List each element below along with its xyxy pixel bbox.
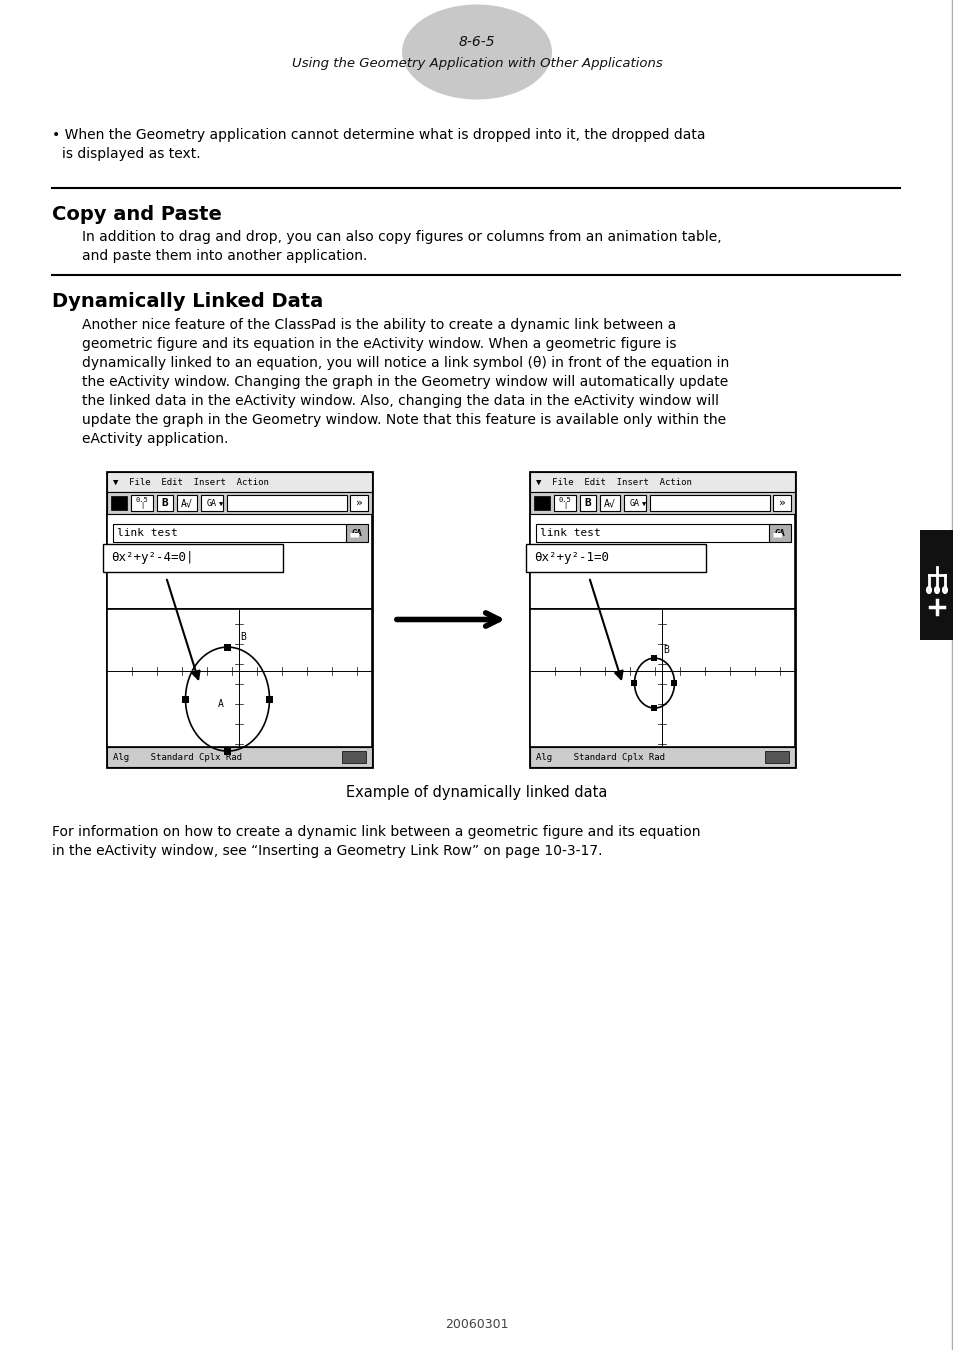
Text: θx²+y²-1=0: θx²+y²-1=0 — [534, 552, 608, 564]
Text: in the eActivity window, see “Inserting a Geometry Link Row” on page 10-3-17.: in the eActivity window, see “Inserting … — [52, 844, 602, 859]
Bar — [107, 472, 372, 767]
Bar — [768, 524, 790, 541]
Bar — [649, 495, 769, 512]
Text: Alg    Standard Cplx Rad: Alg Standard Cplx Rad — [112, 752, 242, 761]
Text: 8-6-5: 8-6-5 — [458, 35, 495, 49]
Text: »: » — [355, 498, 362, 508]
Bar — [182, 695, 189, 702]
Bar — [530, 472, 794, 491]
Text: A√: A√ — [603, 498, 616, 508]
Bar — [525, 544, 705, 572]
Bar — [112, 524, 348, 541]
Text: link test: link test — [117, 528, 177, 539]
Bar — [530, 609, 794, 747]
Text: B: B — [161, 498, 168, 508]
Bar — [530, 747, 794, 767]
Text: the eActivity window. Changing the graph in the Geometry window will automatical: the eActivity window. Changing the graph… — [82, 375, 727, 389]
Text: ▼  File  Edit  Insert  Action: ▼ File Edit Insert Action — [536, 478, 691, 486]
Bar — [107, 491, 372, 514]
Text: Dynamically Linked Data: Dynamically Linked Data — [52, 292, 323, 311]
Text: B: B — [240, 632, 246, 643]
Text: For information on how to create a dynamic link between a geometric figure and i: For information on how to create a dynam… — [52, 825, 700, 838]
Bar — [534, 495, 550, 510]
Bar — [554, 495, 576, 512]
Bar — [224, 644, 231, 651]
Text: θx²+y²-4=0|: θx²+y²-4=0| — [111, 552, 193, 564]
Bar — [346, 524, 368, 541]
Bar — [536, 524, 770, 541]
Text: Copy and Paste: Copy and Paste — [52, 205, 222, 224]
Bar — [623, 495, 645, 512]
Text: is displayed as text.: is displayed as text. — [62, 147, 200, 161]
Bar — [764, 751, 788, 763]
Bar — [772, 495, 790, 512]
Bar — [131, 495, 152, 512]
Bar — [107, 514, 372, 609]
Text: the linked data in the eActivity window. Also, changing the data in the eActivit: the linked data in the eActivity window.… — [82, 394, 719, 408]
Bar — [103, 544, 283, 572]
Bar — [671, 680, 677, 686]
Text: 20060301: 20060301 — [445, 1319, 508, 1331]
Text: 0.5
|: 0.5 | — [135, 497, 149, 509]
Text: and paste them into another application.: and paste them into another application. — [82, 248, 367, 263]
Text: ▼: ▼ — [641, 502, 645, 508]
Text: Using the Geometry Application with Other Applications: Using the Geometry Application with Othe… — [292, 58, 661, 70]
Text: dynamically linked to an equation, you will notice a link symbol (θ) in front of: dynamically linked to an equation, you w… — [82, 356, 728, 370]
Text: geometric figure and its equation in the eActivity window. When a geometric figu: geometric figure and its equation in the… — [82, 338, 676, 351]
Text: ▼  File  Edit  Insert  Action: ▼ File Edit Insert Action — [112, 478, 269, 486]
Text: ■■: ■■ — [772, 532, 782, 537]
Text: 0.5
|: 0.5 | — [558, 497, 571, 509]
Bar — [599, 495, 619, 512]
Bar — [227, 495, 347, 512]
Text: GA: GA — [207, 498, 216, 508]
Text: ▼: ▼ — [218, 502, 223, 508]
Bar — [651, 655, 657, 662]
Text: A√: A√ — [181, 498, 193, 508]
Bar — [177, 495, 196, 512]
Text: B: B — [584, 498, 591, 508]
Text: GA: GA — [774, 528, 784, 537]
Text: update the graph in the Geometry window. Note that this feature is available onl: update the graph in the Geometry window.… — [82, 413, 725, 427]
Bar — [107, 747, 372, 767]
Bar — [157, 495, 172, 512]
Text: link test: link test — [539, 528, 600, 539]
Text: B: B — [663, 645, 669, 655]
Text: GA: GA — [629, 498, 639, 508]
Text: A: A — [217, 699, 223, 709]
Text: Another nice feature of the ClassPad is the ability to create a dynamic link bet: Another nice feature of the ClassPad is … — [82, 319, 676, 332]
Text: GA: GA — [352, 528, 362, 537]
Bar — [651, 705, 657, 711]
Bar — [224, 748, 231, 755]
Bar — [530, 472, 794, 767]
Bar — [579, 495, 596, 512]
Text: ■■: ■■ — [350, 532, 360, 537]
Bar — [919, 531, 953, 640]
Bar — [201, 495, 223, 512]
Bar — [107, 609, 372, 747]
Bar — [341, 751, 366, 763]
Bar — [111, 495, 127, 510]
Text: »: » — [778, 498, 784, 508]
Bar — [266, 695, 273, 702]
Ellipse shape — [401, 4, 552, 100]
Bar — [530, 514, 794, 609]
Bar — [530, 491, 794, 514]
Text: • When the Geometry application cannot determine what is dropped into it, the dr: • When the Geometry application cannot d… — [52, 128, 705, 142]
Bar — [350, 495, 368, 512]
Text: In addition to drag and drop, you can also copy figures or columns from an anima: In addition to drag and drop, you can al… — [82, 230, 720, 244]
Text: Alg    Standard Cplx Rad: Alg Standard Cplx Rad — [536, 752, 664, 761]
Text: eActivity application.: eActivity application. — [82, 432, 228, 446]
Text: Example of dynamically linked data: Example of dynamically linked data — [346, 784, 607, 801]
Bar — [631, 680, 637, 686]
Bar — [107, 472, 372, 491]
